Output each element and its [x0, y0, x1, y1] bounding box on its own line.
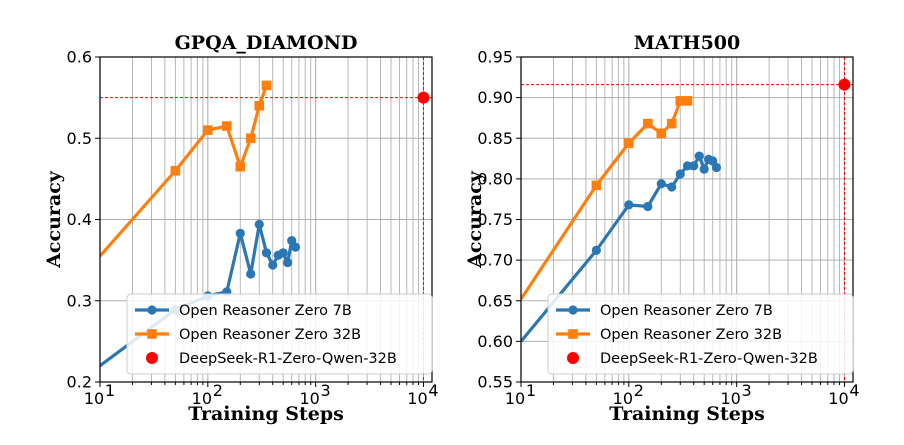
legend-marker — [146, 352, 158, 364]
legend-label: DeepSeek-R1-Zero-Qwen-32B — [600, 351, 818, 367]
y-tick-label: 0.6 — [67, 48, 92, 67]
x-tick-label-base: 10 — [192, 389, 212, 408]
series-line — [100, 84, 268, 258]
y-tick-label: 0.85 — [477, 129, 513, 148]
y-axis-label: Accuracy — [43, 170, 65, 269]
data-point — [682, 96, 693, 106]
data-point — [711, 162, 722, 173]
y-tick-label: 0.55 — [477, 373, 513, 392]
data-point — [675, 169, 685, 179]
legend: Open Reasoner Zero 7B Open Reasoner Zero … — [126, 293, 433, 375]
x-tick-label-base: 10 — [505, 389, 525, 408]
legend-label: Open Reasoner Zero 7B — [600, 303, 773, 319]
data-point — [675, 96, 686, 106]
x-tick-label-base: 10 — [84, 389, 104, 408]
x-tick-label-exponent: 1 — [526, 381, 536, 400]
data-point — [667, 182, 677, 192]
legend-marker — [567, 352, 579, 364]
legend-marker — [568, 329, 578, 339]
y-tick-label: 0.4 — [67, 210, 92, 229]
data-point — [278, 248, 288, 258]
legend-label: Open Reasoner Zero 32B — [600, 327, 782, 343]
legend-marker — [568, 305, 578, 315]
data-point — [591, 180, 602, 191]
data-point — [170, 165, 181, 176]
data-point — [643, 118, 653, 129]
x-tick-label-base: 10 — [407, 389, 427, 408]
y-tick-label: 0.75 — [477, 210, 513, 229]
x-tick-label-base: 10 — [613, 389, 633, 408]
y-tick-label: 0.60 — [477, 332, 513, 351]
x-axis-label: Training Steps — [609, 403, 765, 425]
data-point — [235, 228, 245, 238]
x-tick-label-exponent: 4 — [849, 381, 859, 400]
y-tick-label: 0.3 — [67, 291, 92, 310]
series-orz-7b — [521, 151, 722, 343]
data-point — [290, 242, 301, 252]
x-tick-label-exponent: 2 — [213, 381, 223, 400]
chart-title: GPQA_DIAMOND — [175, 32, 358, 54]
y-axis-label: Accuracy — [464, 170, 486, 269]
data-point — [656, 179, 666, 189]
data-point — [245, 133, 256, 144]
data-point — [283, 257, 293, 268]
legend-label: Open Reasoner Zero 32B — [179, 327, 361, 343]
data-point — [261, 80, 272, 91]
reference-point — [838, 78, 851, 91]
x-axis-label: Training Steps — [188, 403, 344, 425]
x-tick-label-base: 10 — [299, 389, 319, 408]
y-tick-label: 0.90 — [477, 88, 513, 107]
data-point — [268, 260, 278, 270]
data-point — [624, 200, 634, 210]
data-point — [666, 118, 677, 129]
x-tick-label-exponent: 1 — [105, 381, 115, 400]
x-tick-label-exponent: 4 — [428, 381, 438, 400]
data-point — [694, 151, 704, 161]
legend: Open Reasoner Zero 7B Open Reasoner Zero … — [547, 293, 854, 375]
y-tick-label: 0.80 — [477, 169, 513, 188]
data-point — [254, 100, 265, 111]
data-point — [699, 164, 709, 174]
y-tick-label: 0.95 — [477, 48, 513, 67]
legend-box — [126, 293, 433, 375]
x-tick-label-base: 10 — [720, 389, 740, 408]
y-tick-label: 0.70 — [477, 251, 513, 270]
chart-gpqa-diamond: 0.20.30.40.50.610 1 10 2 10 3 10 4GPQA_DIAMONDT… — [43, 32, 439, 425]
legend-marker — [147, 305, 157, 315]
data-point — [235, 161, 246, 172]
data-point — [222, 121, 232, 131]
data-point — [591, 245, 601, 255]
series-orz-32b — [100, 80, 272, 258]
data-point — [643, 201, 653, 212]
series-orz-32b — [521, 96, 693, 301]
y-tick-label: 0.65 — [477, 291, 513, 310]
y-tick-label: 0.2 — [67, 373, 92, 392]
data-point — [254, 219, 264, 229]
data-point — [203, 125, 213, 135]
x-tick-label-base: 10 — [828, 389, 848, 408]
legend-label: DeepSeek-R1-Zero-Qwen-32B — [179, 351, 397, 367]
y-tick-label: 0.5 — [67, 129, 92, 148]
data-point — [261, 248, 272, 258]
x-tick-label-exponent: 3 — [321, 381, 331, 400]
data-point — [656, 128, 667, 139]
data-point — [624, 138, 634, 148]
data-point — [246, 269, 256, 279]
legend-box — [547, 293, 854, 375]
x-tick-label-exponent: 2 — [634, 381, 644, 400]
x-tick-label-exponent: 3 — [742, 381, 752, 400]
chart-title: MATH500 — [634, 32, 741, 54]
data-point — [689, 161, 699, 171]
reference-point — [417, 91, 430, 104]
legend-marker — [147, 329, 157, 339]
legend-label: Open Reasoner Zero 7B — [179, 303, 352, 319]
